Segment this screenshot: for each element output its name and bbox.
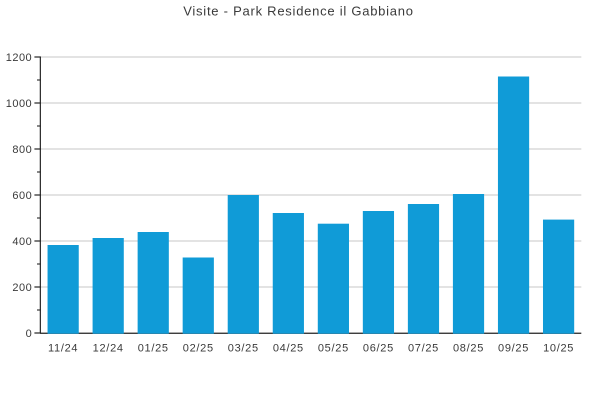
svg-text:06/25: 06/25 <box>363 342 394 354</box>
svg-text:0: 0 <box>26 328 33 340</box>
svg-text:07/25: 07/25 <box>408 342 439 354</box>
svg-text:10/25: 10/25 <box>543 342 574 354</box>
svg-text:08/25: 08/25 <box>453 342 484 354</box>
svg-text:1200: 1200 <box>6 52 32 64</box>
svg-text:04/25: 04/25 <box>273 342 304 354</box>
svg-text:1000: 1000 <box>6 98 32 110</box>
svg-text:05/25: 05/25 <box>318 342 349 354</box>
svg-text:02/25: 02/25 <box>183 342 214 354</box>
svg-text:600: 600 <box>12 190 32 202</box>
svg-text:800: 800 <box>12 144 32 156</box>
svg-text:11/24: 11/24 <box>48 342 78 354</box>
svg-text:400: 400 <box>12 236 32 248</box>
svg-text:12/24: 12/24 <box>93 342 124 354</box>
svg-text:03/25: 03/25 <box>228 342 259 354</box>
svg-text:09/25: 09/25 <box>498 342 529 354</box>
svg-text:200: 200 <box>12 282 32 294</box>
svg-text:Visite - Park Residence il Gab: Visite - Park Residence il Gabbiano <box>183 4 414 19</box>
svg-text:01/25: 01/25 <box>138 342 169 354</box>
